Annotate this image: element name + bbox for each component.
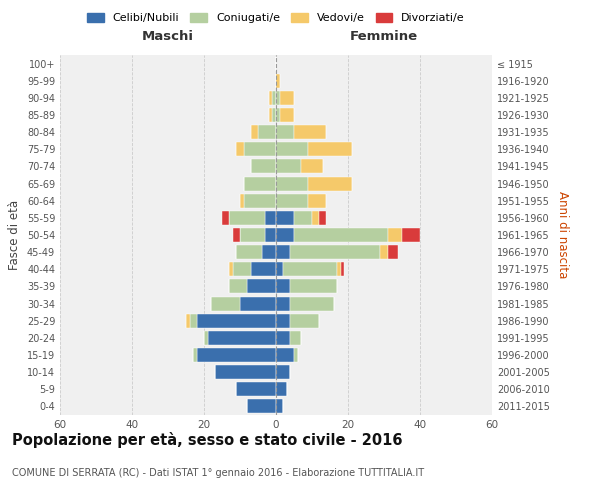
Bar xyxy=(236,142,244,156)
Bar xyxy=(244,142,276,156)
Bar xyxy=(341,262,344,276)
Bar xyxy=(222,211,229,225)
Bar xyxy=(276,245,290,259)
Bar xyxy=(276,108,280,122)
Bar xyxy=(276,74,280,88)
Bar xyxy=(236,245,262,259)
Bar xyxy=(280,108,294,122)
Bar xyxy=(290,331,301,345)
Bar xyxy=(265,211,276,225)
Bar xyxy=(312,211,319,225)
Bar xyxy=(269,91,272,105)
Bar xyxy=(276,176,308,190)
Bar xyxy=(215,365,276,379)
Bar xyxy=(244,176,276,190)
Bar xyxy=(276,228,294,242)
Bar xyxy=(276,211,294,225)
Bar xyxy=(247,400,276,413)
Bar xyxy=(265,228,276,242)
Bar xyxy=(247,280,276,293)
Bar xyxy=(319,211,326,225)
Bar xyxy=(308,142,352,156)
Bar xyxy=(276,314,290,328)
Bar xyxy=(233,228,240,242)
Bar xyxy=(280,91,294,105)
Bar xyxy=(380,245,388,259)
Bar xyxy=(276,331,290,345)
Bar xyxy=(276,365,290,379)
Bar xyxy=(276,142,308,156)
Bar xyxy=(197,348,276,362)
Bar xyxy=(229,262,233,276)
Bar xyxy=(229,280,247,293)
Bar xyxy=(294,211,312,225)
Bar xyxy=(276,160,301,173)
Bar xyxy=(262,245,276,259)
Bar xyxy=(388,228,402,242)
Bar xyxy=(251,262,276,276)
Bar xyxy=(211,296,240,310)
Bar xyxy=(276,194,308,207)
Bar xyxy=(294,228,388,242)
Bar xyxy=(244,194,276,207)
Bar xyxy=(251,160,276,173)
Bar xyxy=(276,91,280,105)
Bar xyxy=(290,280,337,293)
Bar xyxy=(251,125,258,139)
Bar xyxy=(290,314,319,328)
Bar xyxy=(402,228,420,242)
Bar xyxy=(294,348,298,362)
Bar xyxy=(301,160,323,173)
Bar xyxy=(276,382,287,396)
Bar xyxy=(240,194,244,207)
Text: COMUNE DI SERRATA (RC) - Dati ISTAT 1° gennaio 2016 - Elaborazione TUTTITALIA.IT: COMUNE DI SERRATA (RC) - Dati ISTAT 1° g… xyxy=(12,468,424,477)
Bar xyxy=(233,262,251,276)
Bar xyxy=(269,108,272,122)
Text: Popolazione per età, sesso e stato civile - 2016: Popolazione per età, sesso e stato civil… xyxy=(12,432,403,448)
Bar xyxy=(208,331,276,345)
Bar xyxy=(276,262,283,276)
Text: Femmine: Femmine xyxy=(350,30,418,43)
Bar xyxy=(276,280,290,293)
Bar xyxy=(272,108,276,122)
Bar xyxy=(190,314,197,328)
Bar xyxy=(229,211,265,225)
Bar xyxy=(276,400,283,413)
Bar xyxy=(388,245,398,259)
Bar xyxy=(197,314,276,328)
Bar xyxy=(308,176,352,190)
Bar xyxy=(276,348,294,362)
Bar xyxy=(308,194,326,207)
Bar xyxy=(240,296,276,310)
Bar xyxy=(290,245,380,259)
Bar xyxy=(193,348,197,362)
Y-axis label: Fasce di età: Fasce di età xyxy=(8,200,21,270)
Bar xyxy=(337,262,341,276)
Y-axis label: Anni di nascita: Anni di nascita xyxy=(556,192,569,278)
Text: Maschi: Maschi xyxy=(142,30,194,43)
Bar xyxy=(294,125,326,139)
Bar xyxy=(290,296,334,310)
Bar xyxy=(283,262,337,276)
Bar xyxy=(276,296,290,310)
Bar xyxy=(186,314,190,328)
Bar xyxy=(240,228,265,242)
Bar xyxy=(258,125,276,139)
Bar xyxy=(272,91,276,105)
Bar xyxy=(204,331,208,345)
Bar xyxy=(236,382,276,396)
Bar xyxy=(276,125,294,139)
Legend: Celibi/Nubili, Coniugati/e, Vedovi/e, Divorziati/e: Celibi/Nubili, Coniugati/e, Vedovi/e, Di… xyxy=(83,8,469,28)
